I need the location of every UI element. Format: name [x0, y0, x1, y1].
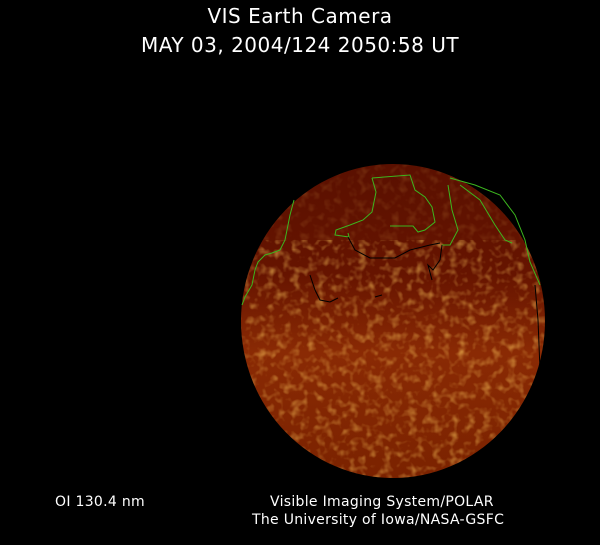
credit-line-2: The University of Iowa/NASA-GSFC [252, 512, 505, 528]
earth-disk [241, 164, 545, 478]
image-title: VIS Earth Camera [207, 4, 393, 28]
coastlines [241, 174, 541, 441]
wavelength-label: OI 130.4 nm [55, 494, 145, 510]
image-timestamp: MAY 03, 2004/124 2050:58 UT [140, 33, 460, 57]
credit-line-1: Visible Imaging System/POLAR [270, 494, 494, 510]
